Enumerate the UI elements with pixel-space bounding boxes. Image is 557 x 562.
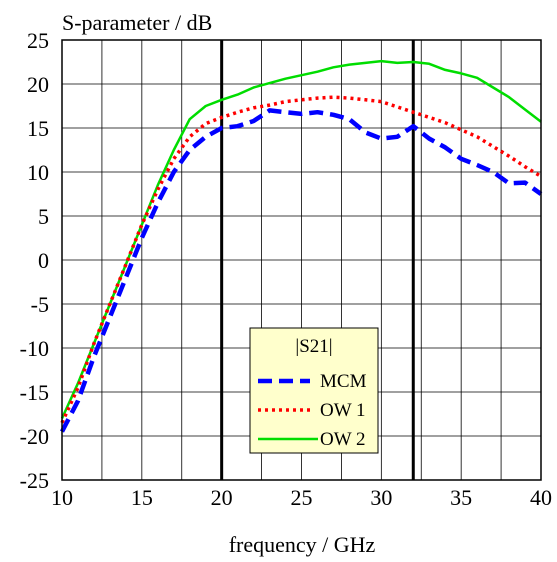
legend-title: |S21| [295, 336, 332, 357]
y-tick-label: 0 [38, 248, 49, 273]
legend-label-ow2: OW 2 [320, 429, 366, 450]
legend-label-ow1: OW 1 [320, 400, 366, 421]
x-axis-label: frequency / GHz [229, 532, 376, 557]
y-tick-label: -20 [20, 424, 49, 449]
legend-label-mcm: MCM [320, 371, 367, 392]
series-layer [60, 59, 543, 433]
y-tick-label: 5 [38, 204, 49, 229]
y-axis-label: S-parameter / dB [62, 10, 212, 35]
x-tick-label: 20 [211, 485, 233, 510]
series-line-ow2 [60, 59, 542, 419]
y-tick-label: 20 [27, 72, 49, 97]
x-tick-label: 15 [131, 485, 153, 510]
legend-box [249, 327, 379, 454]
y-tick-label: 15 [27, 116, 49, 141]
y-tick-label: -5 [31, 292, 49, 317]
x-tick-label: 30 [370, 485, 392, 510]
y-tick-label: -15 [20, 380, 49, 405]
legend: |S21| MCM OW 1 OW 2 [249, 327, 379, 454]
plot-frame [61, 39, 542, 481]
tick-labels: 10 15 20 25 30 35 40 25 20 15 10 5 0 -5 -10 -15 -20 -25 [20, 28, 552, 510]
y-tick-label: -25 [20, 468, 49, 493]
x-tick-label: 25 [291, 485, 313, 510]
y-tick-label: 10 [27, 160, 49, 185]
x-tick-label: 10 [51, 485, 73, 510]
x-tick-label: 35 [450, 485, 472, 510]
y-tick-label: -10 [20, 336, 49, 361]
y-tick-label: 25 [27, 28, 49, 53]
series-line-mcm [60, 108, 543, 433]
x-tick-label: 40 [530, 485, 552, 510]
